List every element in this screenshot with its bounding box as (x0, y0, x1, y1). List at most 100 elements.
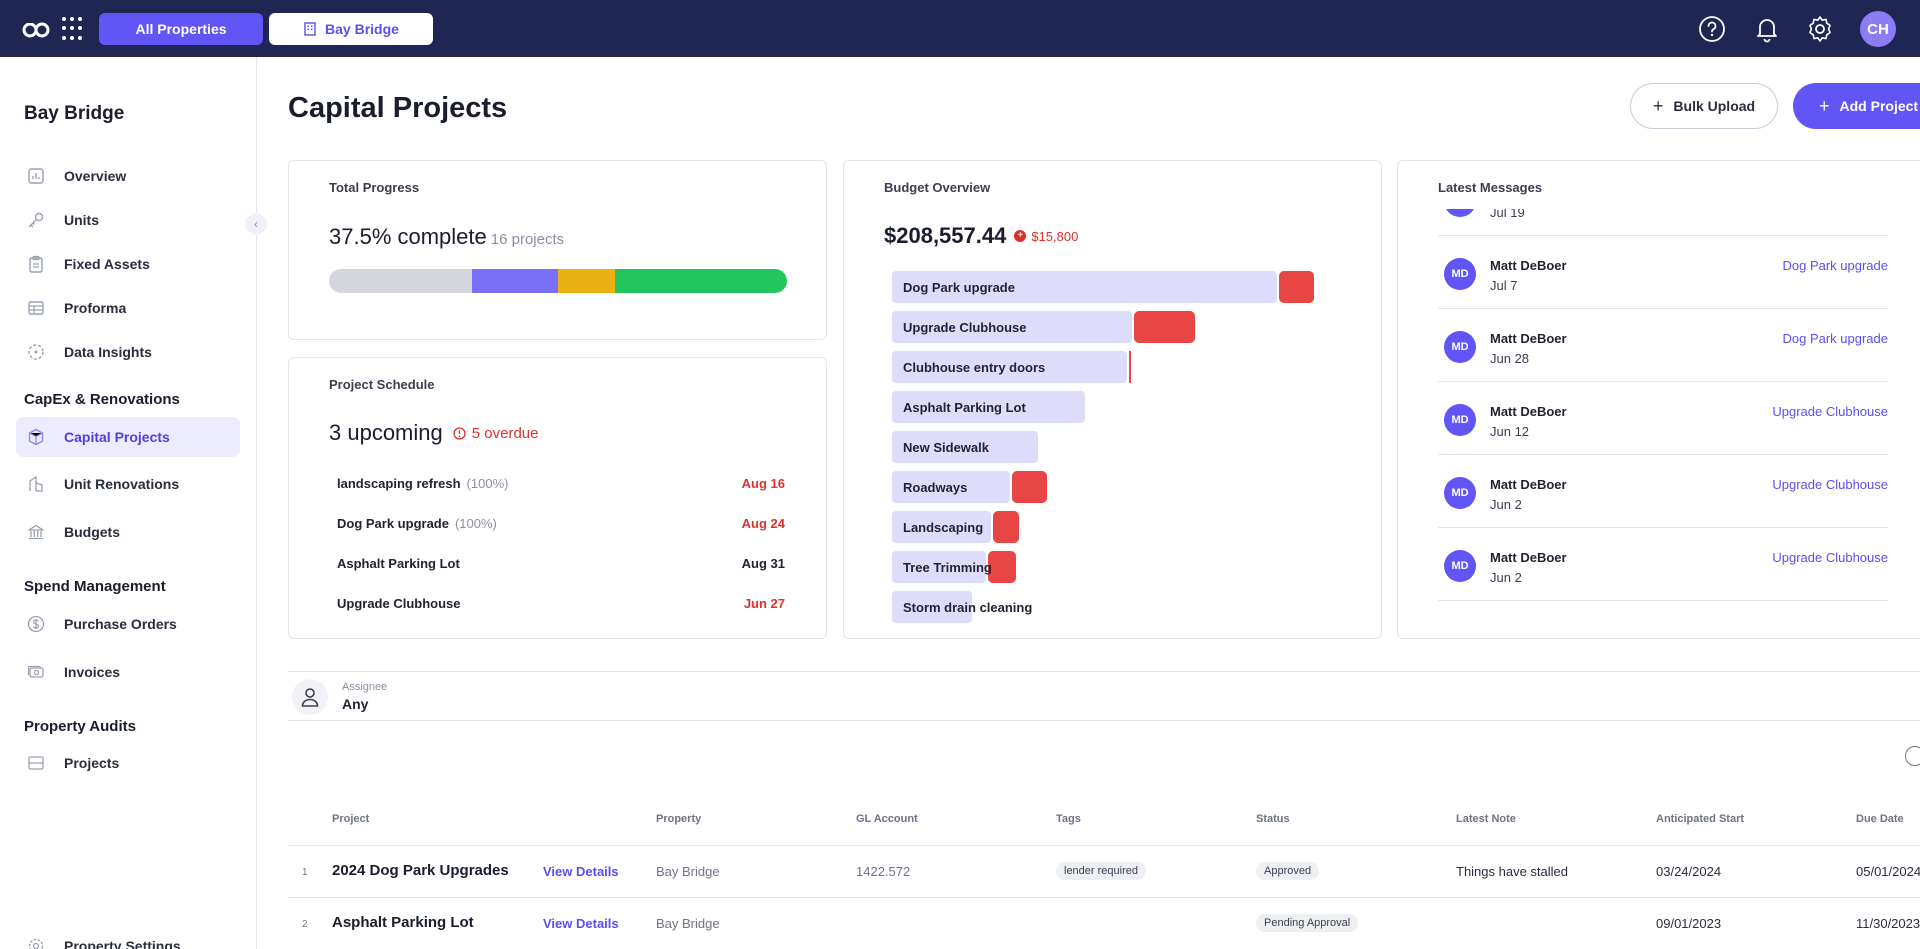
table-cell-anticipated-start: 03/24/2024 (1656, 864, 1722, 879)
sidebar-item-capital-projects[interactable]: Capital Projects (16, 417, 240, 457)
all-properties-button[interactable]: All Properties (99, 13, 263, 45)
cash-icon (26, 662, 46, 682)
message-author: Matt DeBoer (1490, 331, 1567, 346)
schedule-row[interactable]: Asphalt Parking Lot Aug 31 (337, 556, 785, 576)
budget-row[interactable]: Asphalt Parking Lot (892, 391, 1362, 423)
budget-row[interactable]: Landscaping (892, 511, 1362, 543)
sidebar-item-label: Data Insights (64, 344, 152, 360)
card-title: Total Progress (329, 180, 420, 195)
table-row[interactable]: 1 2024 Dog Park Upgrades View Details Bay B… (288, 845, 1920, 897)
plus-icon: + (1652, 95, 1664, 116)
add-project-button[interactable]: + Add Project (1793, 83, 1920, 129)
table-cell-status: Approved (1256, 862, 1320, 880)
sidebar-item-unit-renovations[interactable]: Unit Renovations (16, 464, 240, 504)
budget-row[interactable]: Clubhouse entry doors (892, 351, 1362, 383)
progress-summary: 37.5% complete 16 projects (329, 224, 564, 250)
message-project-link[interactable]: Dog Park upgrade (1782, 331, 1888, 346)
message-date: Jun 2 (1490, 497, 1522, 512)
sidebar-item-units[interactable]: Units (16, 200, 240, 240)
message-project-link[interactable]: Dog Park upgrade (1782, 258, 1888, 273)
row-number: 2 (302, 919, 308, 930)
sidebar-item-label: Budgets (64, 524, 120, 540)
bell-icon[interactable] (1752, 14, 1782, 44)
budget-row[interactable]: Roadways (892, 471, 1362, 503)
plus-icon: + (1819, 95, 1830, 116)
table-cell-due-date: 05/01/2024 (1856, 864, 1920, 879)
message-item[interactable]: MD Matt DeBoer Jun 2 Upgrade Clubhouse (1438, 528, 1888, 601)
assignee-filter[interactable]: Assignee Any (288, 671, 1920, 721)
progress-segment (472, 269, 558, 293)
sidebar-item-label: Projects (64, 755, 120, 771)
schedule-summary: 3 upcoming 5 overdue (329, 420, 538, 446)
sidebar-item-data-insights[interactable]: Data Insights (16, 332, 240, 372)
bank-icon (26, 522, 46, 542)
collapse-sidebar-icon[interactable]: ‹ (245, 213, 267, 235)
message-author: Matt DeBoer (1490, 550, 1567, 565)
over-budget-bar (1012, 471, 1047, 503)
sidebar-item-invoices[interactable]: Invoices (16, 652, 240, 692)
gear-icon[interactable] (1805, 14, 1835, 44)
insights-icon (26, 342, 46, 362)
user-icon (292, 679, 328, 715)
message-item[interactable]: MD Matt DeBoer Jun 28 Dog Park upgrade (1438, 309, 1888, 382)
all-properties-label: All Properties (135, 21, 227, 37)
message-project-link[interactable]: Upgrade Clubhouse (1772, 550, 1888, 565)
col-header-tags[interactable]: Tags (1056, 813, 1081, 825)
help-icon[interactable] (1697, 14, 1727, 44)
budget-row-label: Dog Park upgrade (903, 280, 1015, 295)
bay-bridge-button[interactable]: Bay Bridge (269, 13, 433, 45)
budget-row[interactable]: Storm drain cleaning (892, 591, 1362, 623)
budget-bar (892, 431, 1038, 463)
over-budget-bar (1129, 351, 1131, 383)
table-cell-tags: lender required (1056, 862, 1146, 880)
message-item[interactable]: MD Matt DeBoer Jun 12 Upgrade Clubhouse (1438, 382, 1888, 455)
col-header-status[interactable]: Status (1256, 813, 1290, 825)
bulk-upload-button[interactable]: + Bulk Upload (1630, 83, 1778, 129)
table-icon (26, 298, 46, 318)
refresh-icon[interactable] (1905, 746, 1920, 766)
budget-row[interactable]: Dog Park upgrade (892, 271, 1362, 303)
avatar: MD (1444, 550, 1476, 582)
budget-row[interactable]: New Sidewalk (892, 431, 1362, 463)
budget-bar (892, 511, 991, 543)
tag-badge: lender required (1056, 862, 1146, 880)
logo-icon[interactable] (22, 17, 50, 41)
schedule-row[interactable]: Dog Park upgrade (100%) Aug 24 (337, 516, 785, 536)
budget-row[interactable]: Upgrade Clubhouse (892, 311, 1362, 343)
sidebar-item-fixed-assets[interactable]: Fixed Assets (16, 244, 240, 284)
user-avatar[interactable]: CH (1860, 11, 1896, 47)
table-row[interactable]: 2 Asphalt Parking Lot View Details Bay Brid… (288, 897, 1920, 949)
schedule-project-name: landscaping refresh (337, 476, 461, 491)
message-project-link[interactable]: Upgrade Clubhouse (1772, 477, 1888, 492)
sidebar-item-budgets[interactable]: Budgets (16, 512, 240, 552)
sidebar-item-overview[interactable]: Overview (16, 156, 240, 196)
col-header-gl-account[interactable]: GL Account (856, 813, 918, 825)
over-budget-bar (1134, 311, 1195, 343)
col-header-property[interactable]: Property (656, 813, 702, 825)
sidebar-item-purchase-orders[interactable]: Purchase Orders (16, 604, 240, 644)
message-item[interactable]: MD Matt DeBoer Jun 2 Upgrade Clubhouse (1438, 455, 1888, 528)
col-header-project[interactable]: Project (332, 813, 370, 825)
overdue-label: 5 overdue (471, 425, 539, 442)
message-item[interactable]: MD Jul 19 (1438, 209, 1888, 236)
col-header-anticipated-start[interactable]: Anticipated Start (1656, 813, 1745, 825)
view-details-link[interactable]: View Details (543, 916, 619, 931)
sidebar-item-audit-projects[interactable]: Projects (16, 743, 240, 783)
sidebar-section-capex: CapEx & Renovations (24, 391, 180, 408)
over-budget-bar (993, 511, 1019, 543)
schedule-row[interactable]: landscaping refresh (100%) Aug 16 (337, 476, 785, 496)
page-title: Capital Projects (288, 92, 508, 124)
sidebar-item-property-settings[interactable]: Property Settings (16, 926, 240, 949)
progress-segment (329, 269, 473, 293)
col-header-due-date[interactable]: Due Date (1856, 813, 1904, 825)
app-grid-icon[interactable] (62, 17, 86, 41)
message-project-link[interactable]: Upgrade Clubhouse (1772, 404, 1888, 419)
schedule-row[interactable]: Upgrade Clubhouse Jun 27 (337, 596, 785, 616)
over-budget-value: $15,800 (1031, 228, 1079, 244)
schedule-percent: (100%) (466, 476, 509, 491)
budget-row[interactable]: Tree Trimming (892, 551, 1362, 583)
col-header-latest-note[interactable]: Latest Note (1456, 813, 1516, 825)
sidebar-item-proforma[interactable]: Proforma (16, 288, 240, 328)
message-item[interactable]: MD Matt DeBoer Jul 7 Dog Park upgrade (1438, 236, 1888, 309)
view-details-link[interactable]: View Details (543, 864, 619, 879)
